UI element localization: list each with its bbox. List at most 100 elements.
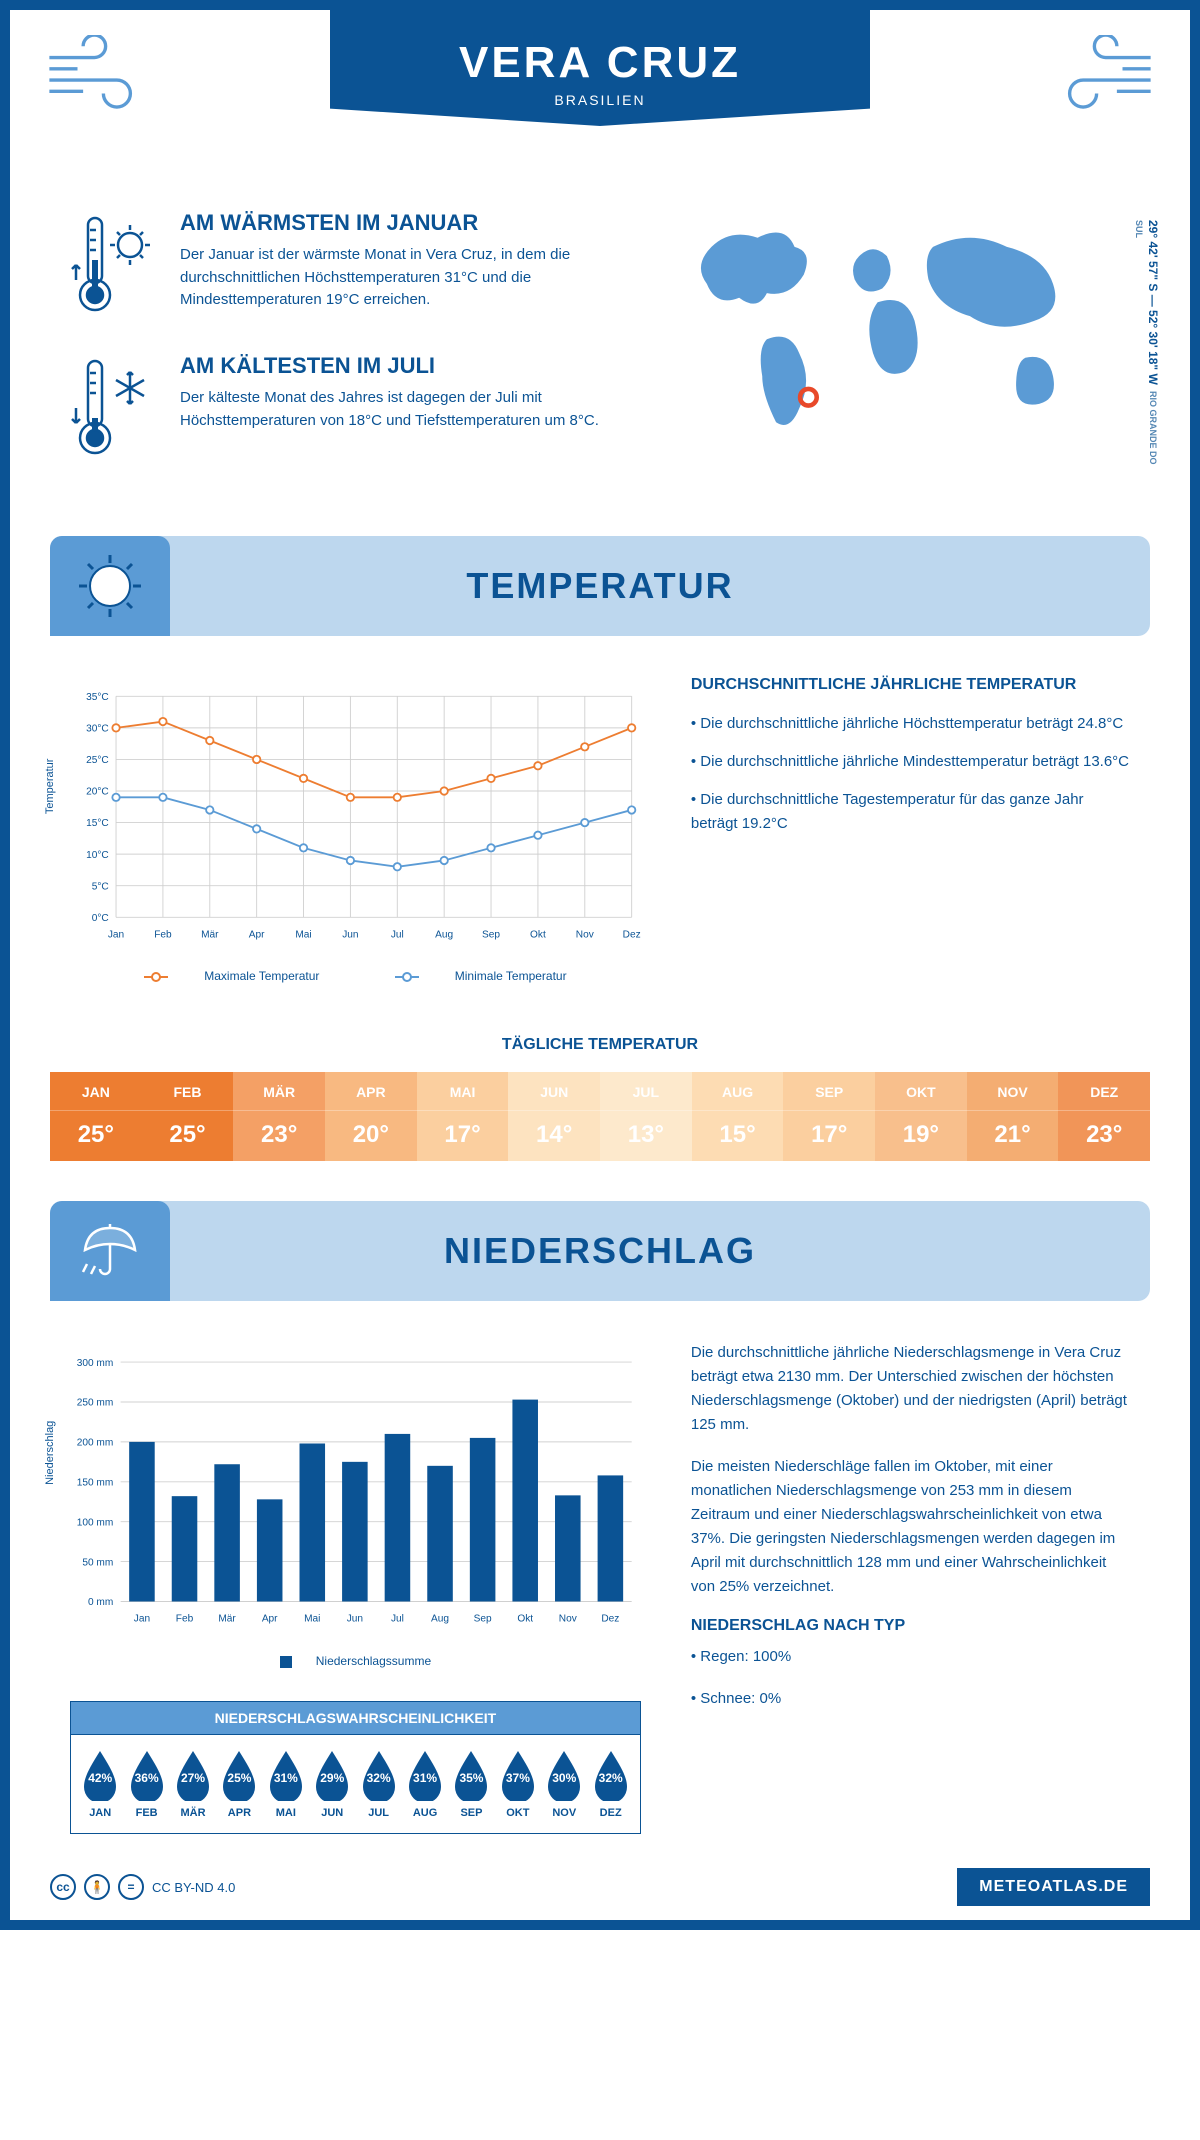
probability-cell: 37% OKT [497,1749,539,1819]
daily-temp-cell: AUG15° [692,1072,784,1161]
y-axis-label: Niederschlag [44,1421,56,1485]
by-icon: 🧍 [84,1874,110,1900]
svg-text:Okt: Okt [517,1614,533,1625]
umbrella-icon [75,1216,145,1286]
page-header: VERA CRUZ BRASILIEN [10,10,1190,190]
svg-text:Feb: Feb [154,930,172,941]
svg-text:Jul: Jul [391,930,404,941]
city-title: VERA CRUZ [350,38,850,88]
svg-text:5°C: 5°C [92,881,109,892]
svg-text:25°C: 25°C [86,755,109,766]
warmest-title: AM WÄRMSTEN IM JANUAR [180,210,604,236]
svg-text:Aug: Aug [435,930,453,941]
probability-cell: 32% DEZ [590,1749,632,1819]
svg-text:Okt: Okt [530,930,546,941]
temp-bullet: • Die durchschnittliche Tagestemperatur … [691,788,1130,836]
svg-text:20°C: 20°C [86,787,109,798]
site-badge: METEOATLAS.DE [957,1868,1150,1906]
daily-temp-cell: NOV21° [967,1072,1059,1161]
probability-title: NIEDERSCHLAGSWAHRSCHEINLICHKEIT [70,1701,641,1735]
raindrop-icon: 27% [172,1749,214,1801]
svg-text:Feb: Feb [176,1614,194,1625]
svg-text:35°C: 35°C [86,692,109,703]
page-footer: cc 🧍 = CC BY-ND 4.0 METEOATLAS.DE [10,1854,1190,1920]
raindrop-icon: 37% [497,1749,539,1801]
daily-temp-cell: DEZ23° [1058,1072,1150,1161]
intro-section: AM WÄRMSTEN IM JANUAR Der Januar ist der… [10,190,1190,526]
daily-temp-cell: JUL13° [600,1072,692,1161]
y-axis-label: Temperatur [44,759,56,815]
daily-temp-cell: MÄR23° [233,1072,325,1161]
warmest-fact: AM WÄRMSTEN IM JANUAR Der Januar ist der… [70,210,604,325]
temperature-line-chart: Temperatur 0°C5°C10°C15°C20°C25°C30°C35°… [70,676,641,996]
raindrop-icon: 32% [358,1749,400,1801]
precip-rain: • Regen: 100% [691,1645,1130,1669]
svg-text:15°C: 15°C [86,818,109,829]
probability-strip: 42% JAN 36% FEB 27% MÄR 25% APR 31% MAI [70,1735,641,1834]
chart-legend: Maximale Temperatur Minimale Temperatur [70,969,641,983]
raindrop-icon: 31% [404,1749,446,1801]
svg-text:Mai: Mai [304,1614,320,1625]
daily-temp-cell: SEP17° [783,1072,875,1161]
raindrop-icon: 36% [126,1749,168,1801]
raindrop-icon: 25% [218,1749,260,1801]
wind-icon [40,35,160,125]
svg-text:Jun: Jun [342,930,358,941]
raindrop-icon: 42% [79,1749,121,1801]
svg-text:0°C: 0°C [92,913,109,924]
probability-cell: 25% APR [218,1749,260,1819]
country-subtitle: BRASILIEN [350,92,850,108]
daily-temp-cell: FEB25° [142,1072,234,1161]
raindrop-icon: 32% [590,1749,632,1801]
svg-text:250 mm: 250 mm [77,1398,114,1409]
svg-text:50 mm: 50 mm [82,1557,113,1568]
precipitation-info: Die durchschnittliche jährliche Niedersc… [691,1341,1130,1834]
temperature-info: DURCHSCHNITTLICHE JÄHRLICHE TEMPERATUR •… [691,676,1130,996]
daily-temperature-strip: JAN25°FEB25°MÄR23°APR20°MAI17°JUN14°JUL1… [50,1072,1150,1161]
wind-icon [1040,35,1160,125]
probability-cell: 27% MÄR [172,1749,214,1819]
probability-cell: 31% AUG [404,1749,446,1819]
daily-temp-cell: OKT19° [875,1072,967,1161]
sun-icon [75,551,145,621]
coordinates-label: 29° 42' 57" S — 52° 30' 18" W RIO GRANDE… [1132,220,1160,470]
temp-bullet: • Die durchschnittliche jährliche Mindes… [691,750,1130,774]
svg-text:300 mm: 300 mm [77,1358,114,1369]
svg-text:Aug: Aug [431,1614,449,1625]
daily-temp-cell: MAI17° [417,1072,509,1161]
title-banner: VERA CRUZ BRASILIEN [330,10,870,126]
chart-legend: Niederschlagssumme [70,1654,641,1668]
svg-text:0 mm: 0 mm [88,1597,113,1608]
coldest-title: AM KÄLTESTEN IM JULI [180,353,604,379]
svg-text:Sep: Sep [474,1614,492,1625]
warmest-text: Der Januar ist der wärmste Monat in Vera… [180,244,604,312]
raindrop-icon: 30% [543,1749,585,1801]
precip-text-1: Die durchschnittliche jährliche Niedersc… [691,1341,1130,1437]
coldest-fact: AM KÄLTESTEN IM JULI Der kälteste Monat … [70,353,604,468]
temperature-title: TEMPERATUR [50,565,1150,607]
precip-snow: • Schnee: 0% [691,1687,1130,1711]
temp-info-title: DURCHSCHNITTLICHE JÄHRLICHE TEMPERATUR [691,676,1130,694]
daily-temp-cell: APR20° [325,1072,417,1161]
coldest-text: Der kälteste Monat des Jahres ist dagege… [180,387,604,432]
svg-text:10°C: 10°C [86,850,109,861]
precip-text-2: Die meisten Niederschläge fallen im Okto… [691,1455,1130,1599]
svg-text:Jan: Jan [108,930,124,941]
svg-text:Apr: Apr [249,930,265,941]
daily-temp-title: TÄGLICHE TEMPERATUR [10,1036,1190,1054]
svg-text:30°C: 30°C [86,724,109,735]
raindrop-icon: 31% [265,1749,307,1801]
world-map [644,210,1130,450]
probability-cell: 31% MAI [265,1749,307,1819]
svg-text:Nov: Nov [576,930,595,941]
probability-cell: 42% JAN [79,1749,121,1819]
temp-bullet: • Die durchschnittliche jährliche Höchst… [691,712,1130,736]
temperature-section-header: TEMPERATUR [50,536,1150,636]
svg-text:Dez: Dez [601,1614,619,1625]
probability-cell: 36% FEB [126,1749,168,1819]
svg-text:Nov: Nov [559,1614,578,1625]
svg-text:200 mm: 200 mm [77,1438,114,1449]
nd-icon: = [118,1874,144,1900]
svg-text:Jan: Jan [134,1614,150,1625]
probability-cell: 35% SEP [450,1749,492,1819]
